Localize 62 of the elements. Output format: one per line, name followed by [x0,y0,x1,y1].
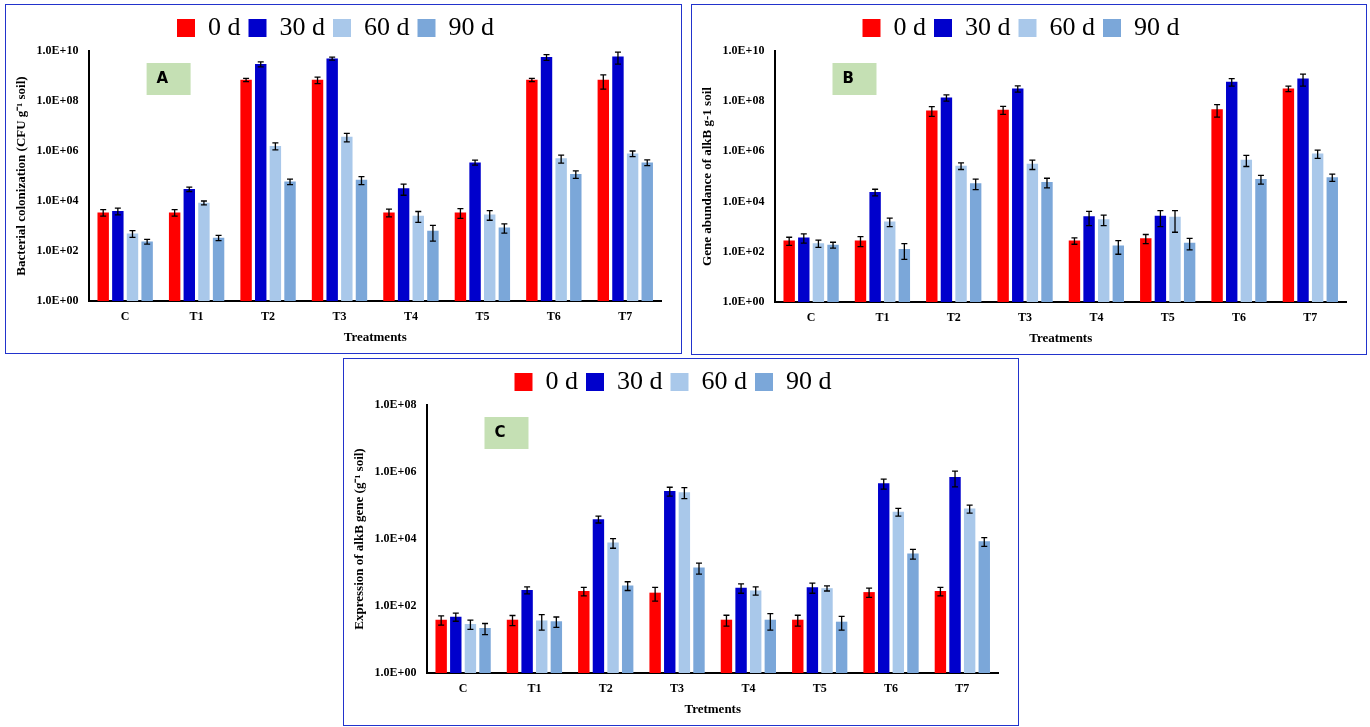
legend-label: 30 d [617,365,663,395]
y-tick-label: 1.0E+06 [722,143,765,158]
legend-label: 90 d [1134,11,1180,41]
legend-label: 30 d [279,11,325,41]
y-tick-label: 1.0E+06 [374,464,417,479]
x-tick-label: T5 [475,309,490,324]
x-tick-label: T1 [875,310,890,325]
x-tick-label: T6 [884,681,899,696]
y-tick-label: 1.0E+00 [36,293,79,308]
x-axis-title: Treatments [1029,329,1093,345]
x-tick-label: T7 [1303,310,1318,325]
x-tick-label: C [458,681,468,696]
x-tick-label: C [806,310,816,325]
y-tick-label: 1.0E+08 [374,397,417,412]
annotation: C [494,422,506,441]
y-tick-label: 1.0E+04 [722,193,765,208]
x-tick-label: C [120,309,130,324]
y-axis-title: Bacterial colonization (CFU g⁻¹ soil) [13,76,29,276]
y-tick-label: 1.0E+08 [36,93,79,108]
x-tick-label: T6 [546,309,561,324]
x-tick-label: T4 [403,309,418,324]
x-tick-label: T2 [261,309,276,324]
x-tick-label: T7 [618,309,633,324]
x-tick-label: T4 [741,681,756,696]
legend-label: 0 d [545,365,578,395]
annotation: B [842,68,854,87]
y-tick-label: 1.0E+00 [722,294,765,309]
x-tick-label: T4 [1089,310,1104,325]
y-axis-title: Expression of alkB gene (g⁻¹ soil) [351,448,367,630]
legend-label: 0 d [893,11,926,41]
y-tick-label: 1.0E+04 [374,531,417,546]
x-tick-label: T5 [812,681,827,696]
annotation: A [156,68,169,87]
legend-label: 60 d [1049,11,1095,41]
x-tick-label: T2 [598,681,613,696]
x-tick-label: T2 [946,310,961,325]
legend-label: 90 d [786,365,832,395]
y-tick-label: 1.0E+04 [36,193,79,208]
y-tick-label: 1.0E+02 [722,243,765,258]
x-tick-label: T6 [1232,310,1247,325]
y-tick-label: 1.0E+02 [36,243,79,258]
y-tick-label: 1.0E+08 [722,93,765,108]
x-axis-title: Treatments [343,328,407,344]
y-axis-title: Gene abundance of alkB g-1 soil [699,86,715,266]
x-tick-label: T1 [527,681,542,696]
x-tick-label: T1 [189,309,204,324]
y-tick-label: 1.0E+02 [374,598,417,613]
legend-label: 0 d [208,11,241,41]
legend-label: 60 d [701,365,747,395]
x-tick-label: T3 [670,681,685,696]
y-tick-label: 1.0E+06 [36,143,79,158]
x-axis-title: Tretments [684,700,741,716]
legend-label: 30 d [965,11,1011,41]
x-tick-label: T7 [955,681,970,696]
x-tick-label: T5 [1160,310,1175,325]
x-tick-label: T3 [1018,310,1033,325]
y-tick-label: 1.0E+00 [374,665,417,680]
x-tick-label: T3 [332,309,347,324]
legend-label: 60 d [364,11,410,41]
y-tick-label: 1.0E+10 [722,43,765,58]
y-tick-label: 1.0E+10 [36,43,79,58]
legend-label: 90 d [448,11,494,41]
